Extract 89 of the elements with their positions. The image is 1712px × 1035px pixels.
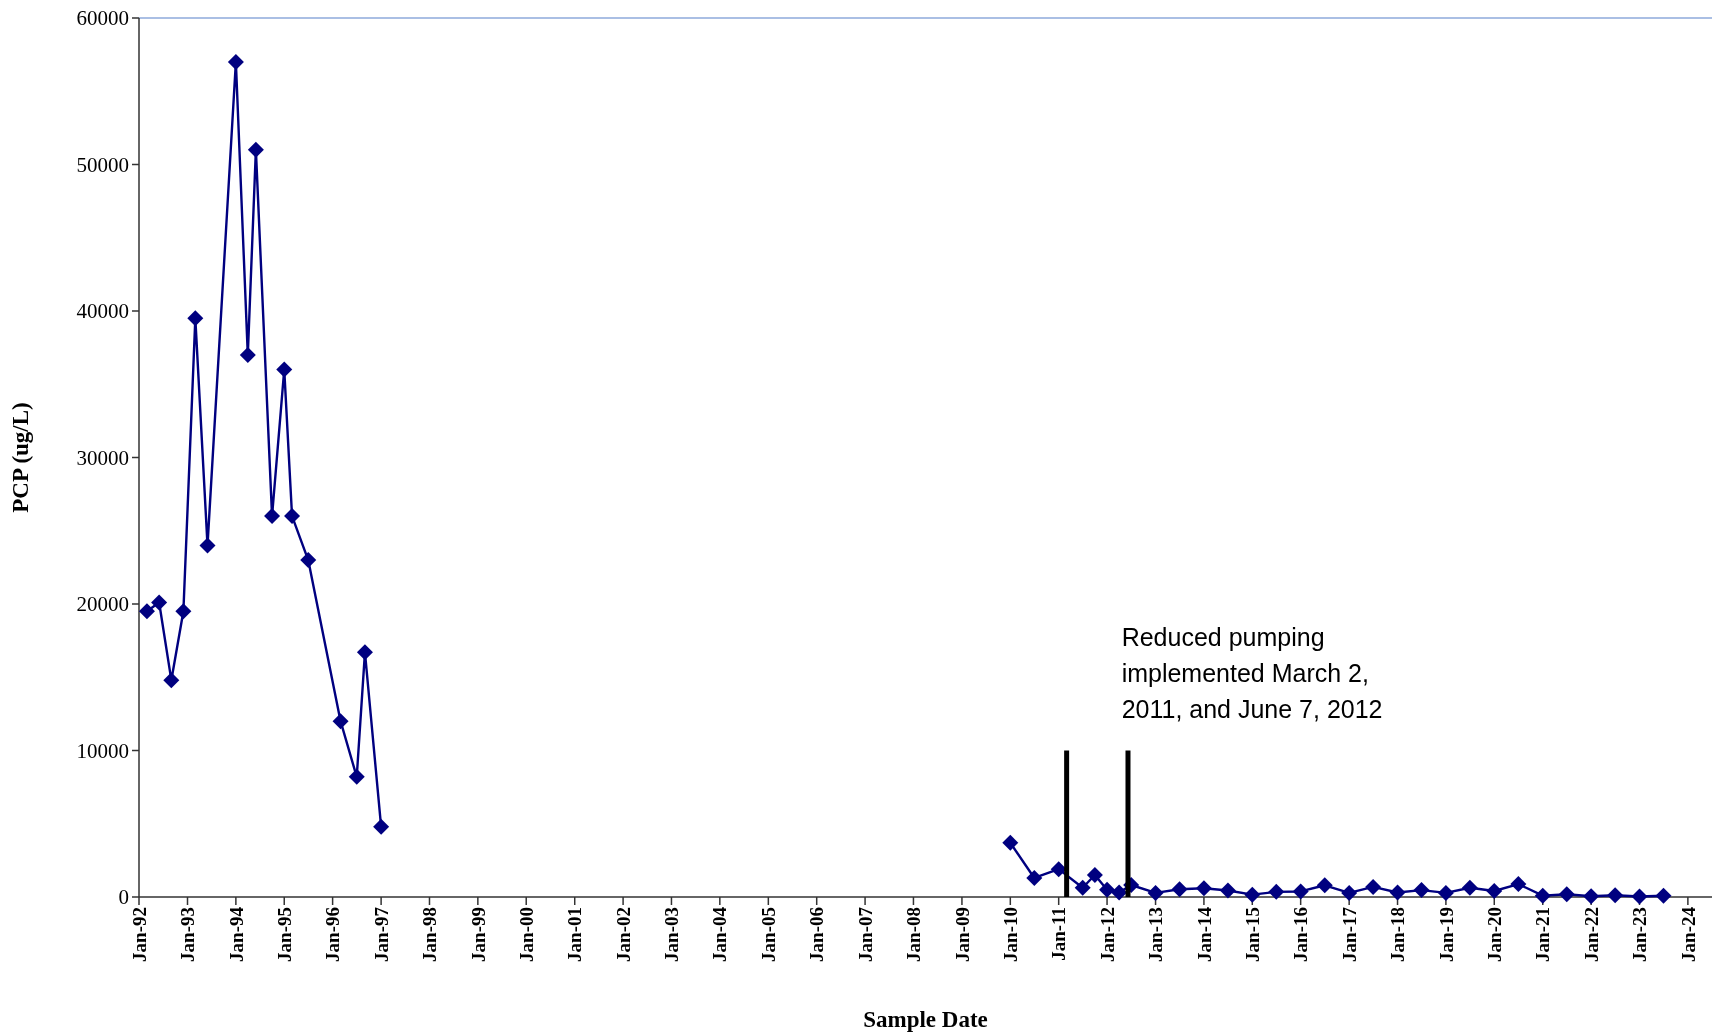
point — [1086, 867, 1103, 884]
x-tick-label: Jan-20 — [1483, 907, 1505, 962]
point — [1534, 887, 1551, 904]
point — [187, 310, 204, 327]
point — [332, 713, 349, 730]
point — [1219, 882, 1236, 899]
x-tick-label: Jan-03 — [661, 907, 683, 962]
point — [264, 508, 281, 525]
y-tick-label: 60000 — [76, 6, 129, 31]
x-tick-label: Jan-92 — [128, 907, 150, 962]
point — [1631, 888, 1648, 905]
annotation: Reduced pumping implemented March 2, 2011, and June 7, 2012 — [1121, 623, 1383, 724]
point — [227, 53, 244, 70]
x-tick-label: Jan-98 — [419, 907, 441, 962]
x-axis-title: Sample Date — [863, 1007, 988, 1032]
x-tick-label: Jan-96 — [322, 907, 344, 962]
point — [1292, 883, 1309, 900]
x-tick-label: Jan-12 — [1096, 907, 1118, 962]
point — [300, 552, 317, 569]
point — [1365, 878, 1382, 895]
x-tick-label: Jan-93 — [177, 907, 199, 962]
point — [1607, 887, 1624, 904]
point — [284, 508, 301, 525]
point — [247, 141, 264, 158]
point — [175, 603, 192, 620]
x-tick-label: Jan-18 — [1387, 907, 1409, 962]
point — [1002, 834, 1019, 851]
x-tick-label: Jan-99 — [467, 907, 489, 962]
point — [1341, 884, 1358, 901]
point — [1437, 884, 1454, 901]
y-tick-label: 0 — [118, 885, 129, 910]
x-tick-label: Jan-09 — [951, 907, 973, 962]
point — [239, 346, 256, 363]
point — [1486, 882, 1503, 899]
point — [151, 594, 168, 611]
point — [1195, 880, 1212, 897]
point — [1583, 888, 1600, 905]
x-tick-label: Jan-15 — [1241, 907, 1263, 962]
point — [356, 644, 373, 661]
x-tick-label: Jan-24 — [1677, 906, 1699, 962]
y-tick-label: 30000 — [76, 445, 129, 470]
x-tick-label: Jan-04 — [709, 906, 731, 962]
x-tick-label: Jan-13 — [1145, 907, 1167, 962]
x-tick-label: Jan-06 — [806, 907, 828, 962]
x-tick-label: Jan-22 — [1580, 907, 1602, 962]
x-tick-label: Jan-23 — [1629, 907, 1651, 962]
point — [1171, 881, 1188, 898]
point — [1413, 882, 1430, 899]
x-tick-label: Jan-16 — [1290, 907, 1312, 962]
x-tick-label: Jan-21 — [1532, 907, 1554, 962]
point — [1026, 869, 1043, 886]
point — [138, 603, 155, 620]
point — [1099, 881, 1116, 898]
point — [348, 768, 365, 785]
x-tick-label: Jan-08 — [903, 907, 925, 962]
point — [1244, 886, 1261, 903]
x-tick-label: Jan-17 — [1338, 906, 1360, 962]
x-tick-label: Jan-19 — [1435, 907, 1457, 962]
point — [1316, 877, 1333, 894]
point — [373, 818, 390, 835]
x-tick-label: Jan-05 — [757, 907, 779, 962]
point — [1510, 876, 1527, 893]
point — [1147, 884, 1164, 901]
y-tick-label: 40000 — [76, 299, 129, 324]
x-tick-label: Jan-14 — [1193, 906, 1215, 962]
point — [1074, 879, 1091, 896]
point — [276, 361, 293, 378]
point — [1389, 884, 1406, 901]
x-tick-label: Jan-02 — [612, 907, 634, 962]
y-tick-label: 10000 — [76, 738, 129, 763]
point — [1268, 883, 1285, 900]
point — [163, 672, 180, 689]
x-tick-label: Jan-07 — [854, 906, 876, 962]
point — [1111, 884, 1128, 901]
x-tick-label: Jan-95 — [273, 907, 295, 962]
point — [1050, 861, 1067, 878]
x-tick-label: Jan-00 — [515, 907, 537, 962]
x-tick-label: Jan-01 — [564, 907, 586, 962]
point — [1558, 886, 1575, 903]
point — [1655, 887, 1672, 904]
y-tick-label: 20000 — [76, 592, 129, 617]
point — [199, 537, 216, 554]
x-tick-label: Jan-94 — [225, 906, 247, 962]
x-tick-label: Jan-97 — [370, 906, 392, 962]
y-tick-label: 50000 — [76, 152, 129, 177]
x-tick-label: Jan-11 — [1048, 907, 1070, 961]
x-tick-label: Jan-10 — [999, 907, 1021, 962]
y-axis-title: PCP (ug/L) — [8, 402, 33, 513]
point — [1461, 879, 1478, 896]
